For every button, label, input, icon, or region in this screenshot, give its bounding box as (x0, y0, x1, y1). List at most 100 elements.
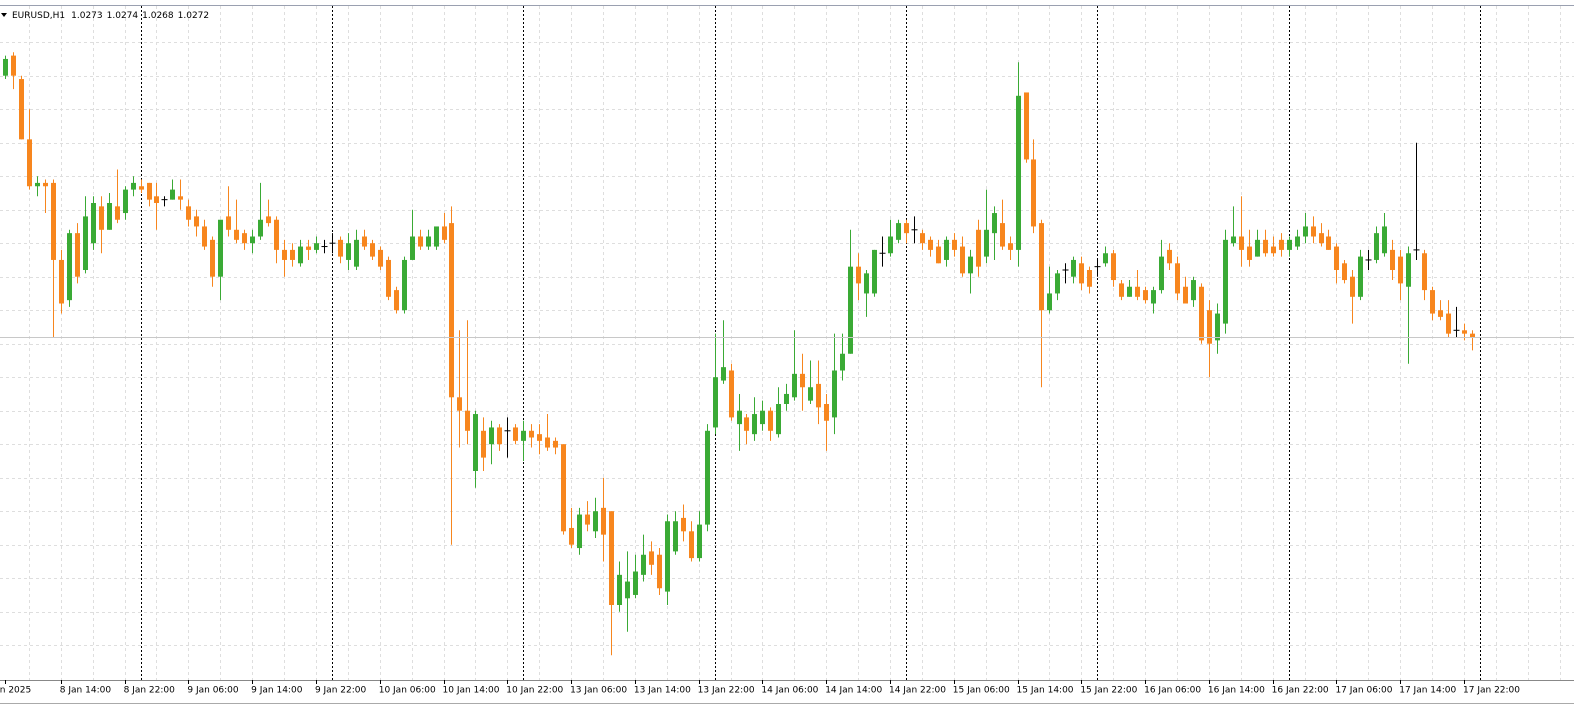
x-tick-label: 13 Jan 22:00 (698, 686, 755, 696)
candle-body (1470, 333, 1475, 337)
candle-body (760, 410, 765, 425)
candle-body (434, 226, 439, 247)
candle-body (1135, 286, 1140, 297)
candle-body (1039, 223, 1044, 311)
candle-body (1031, 159, 1036, 227)
candle-body (545, 437, 550, 448)
candle-body (649, 551, 654, 565)
candle-body (1358, 256, 1363, 297)
candle-body (3, 58, 8, 76)
candle-body (1119, 283, 1124, 297)
x-tick-label: 14 Jan 22:00 (889, 686, 946, 696)
candle-body (1319, 233, 1324, 244)
candle-body (840, 353, 845, 371)
candle-body (1334, 246, 1339, 270)
candle-body (864, 273, 869, 294)
candle-body (19, 79, 24, 140)
candle-body (115, 206, 120, 220)
candle-body (1167, 249, 1172, 264)
x-tick-label: 8 Jan 2025 (0, 686, 31, 696)
x-tick-label: 10 Jan 22:00 (506, 686, 563, 696)
candle-body (258, 219, 263, 237)
x-tick-label: 9 Jan 14:00 (251, 686, 303, 696)
candle-body (848, 266, 853, 354)
x-tick-label: 9 Jan 22:00 (315, 686, 367, 696)
candle-body (521, 430, 526, 441)
candle-body (123, 189, 128, 214)
candle-body (266, 216, 271, 224)
x-tick-label: 10 Jan 06:00 (379, 686, 436, 696)
candle-body (11, 55, 16, 76)
low: 1.0268 (142, 11, 174, 21)
menu-arrow[interactable] (1, 13, 7, 17)
x-tick-label: 9 Jan 06:00 (187, 686, 239, 696)
candle-body (1287, 239, 1292, 250)
candle-body (816, 383, 821, 408)
x-tick-label: 15 Jan 14:00 (1017, 686, 1074, 696)
candle-body (274, 219, 279, 250)
candle-body (561, 444, 566, 532)
candle-body (1024, 92, 1029, 160)
candle-body (170, 189, 175, 200)
candle-body (800, 373, 805, 388)
x-tick-label: 17 Jan 06:00 (1335, 686, 1392, 696)
candle-body (752, 414, 757, 435)
candle-body (1047, 293, 1052, 311)
candle-body (1438, 310, 1443, 317)
x-tick-label: 13 Jan 06:00 (570, 686, 627, 696)
x-tick-label: 16 Jan 22:00 (1272, 686, 1329, 696)
candle-body (569, 527, 574, 545)
candle-body (737, 410, 742, 425)
x-tick-label: 15 Jan 22:00 (1080, 686, 1137, 696)
candle-body (577, 514, 582, 549)
candle-body (625, 581, 630, 599)
candle-body (1215, 313, 1220, 341)
candle-body (1175, 263, 1180, 294)
candle-body (59, 259, 64, 304)
candle-body (1406, 253, 1411, 287)
candle-body (1422, 253, 1427, 291)
candle-body (386, 259, 391, 297)
candle-body (896, 223, 901, 240)
candle-body (442, 226, 447, 240)
candle-body (83, 216, 88, 270)
candle-body (1143, 290, 1148, 301)
candle-body (1111, 253, 1116, 281)
candle-body (689, 531, 694, 559)
candle-body (665, 521, 670, 592)
grid (0, 6, 1574, 680)
candle-body (808, 387, 813, 401)
candle-body (1247, 246, 1252, 260)
candle-body (410, 236, 415, 260)
candle-body (298, 246, 303, 264)
candle-body (681, 517, 686, 532)
candle-body (960, 246, 965, 274)
candle-body (729, 370, 734, 418)
candle-body (218, 219, 223, 277)
x-tick-label: 13 Jan 14:00 (634, 686, 691, 696)
candle-body (457, 397, 462, 411)
candle-body (904, 223, 909, 234)
candle-body (362, 236, 367, 247)
candle-body (784, 393, 789, 404)
candle-body (1398, 256, 1403, 284)
candle-body (976, 229, 981, 267)
candle-body (529, 430, 534, 438)
symbol: EURUSD,H1 (12, 11, 65, 21)
candle-body (856, 266, 861, 284)
candle-body (131, 182, 136, 190)
candle-body (888, 236, 893, 254)
candle-body (418, 236, 423, 247)
candle-body (1103, 253, 1108, 264)
candle-body (290, 249, 295, 260)
candle-body (426, 236, 431, 247)
candle-body (473, 414, 478, 471)
candle-body (75, 233, 80, 277)
candle-body (984, 229, 989, 257)
candle-body (832, 370, 837, 418)
candle-body (713, 377, 718, 428)
header: EURUSD,H1 1.0273 1.0274 1.0268 1.0272 (12, 11, 209, 21)
candle-body (721, 367, 726, 381)
x-tick-label: 10 Jan 14:00 (443, 686, 500, 696)
